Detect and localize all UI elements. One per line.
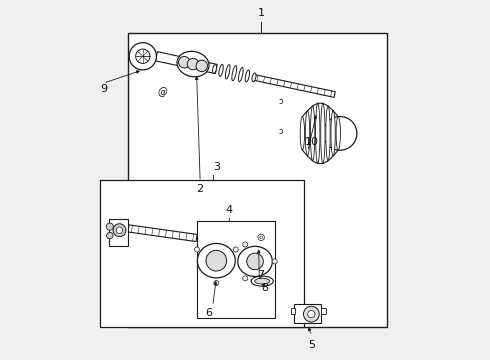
Bar	[128, 33, 387, 327]
Ellipse shape	[213, 64, 217, 73]
Circle shape	[243, 242, 248, 247]
Ellipse shape	[239, 67, 243, 82]
Ellipse shape	[177, 51, 209, 77]
Ellipse shape	[251, 276, 273, 286]
Circle shape	[272, 259, 277, 264]
Circle shape	[214, 280, 219, 285]
Ellipse shape	[300, 117, 304, 150]
Text: 8: 8	[261, 283, 269, 293]
Text: 2: 2	[196, 184, 204, 194]
Circle shape	[106, 223, 113, 230]
Circle shape	[113, 224, 126, 237]
Circle shape	[206, 250, 227, 271]
Bar	[100, 180, 304, 327]
Text: 3: 3	[213, 162, 220, 172]
Ellipse shape	[311, 106, 315, 161]
Text: 9: 9	[100, 84, 107, 94]
Ellipse shape	[326, 106, 330, 161]
Text: 6: 6	[206, 308, 213, 318]
Circle shape	[116, 227, 122, 233]
Circle shape	[107, 232, 113, 239]
Ellipse shape	[321, 103, 325, 163]
Circle shape	[196, 60, 207, 72]
Ellipse shape	[331, 111, 335, 156]
Circle shape	[178, 57, 190, 68]
Text: 10: 10	[304, 138, 319, 147]
Text: 1: 1	[258, 8, 265, 18]
Ellipse shape	[232, 66, 237, 81]
Circle shape	[303, 306, 319, 322]
Polygon shape	[155, 52, 217, 73]
Circle shape	[308, 311, 315, 318]
Ellipse shape	[197, 243, 235, 278]
Circle shape	[243, 276, 248, 281]
Polygon shape	[253, 75, 335, 97]
Polygon shape	[128, 225, 197, 242]
Text: @: @	[158, 87, 168, 97]
Bar	[294, 304, 321, 323]
Ellipse shape	[336, 117, 341, 150]
Text: ↄ: ↄ	[278, 96, 283, 105]
Circle shape	[187, 58, 199, 70]
Ellipse shape	[219, 64, 223, 76]
Ellipse shape	[305, 111, 310, 156]
Ellipse shape	[316, 103, 320, 163]
Ellipse shape	[245, 70, 249, 82]
Ellipse shape	[252, 73, 256, 82]
Text: 7: 7	[258, 270, 265, 280]
Text: ↄ: ↄ	[278, 127, 283, 136]
Ellipse shape	[225, 65, 230, 79]
Circle shape	[323, 117, 357, 150]
Text: 4: 4	[225, 206, 232, 216]
Bar	[109, 220, 128, 246]
Ellipse shape	[238, 246, 272, 276]
Text: 5: 5	[308, 340, 315, 350]
Bar	[196, 221, 275, 318]
Circle shape	[233, 247, 238, 252]
Circle shape	[129, 42, 156, 70]
Bar	[321, 308, 326, 314]
Ellipse shape	[255, 278, 270, 284]
Circle shape	[136, 49, 150, 63]
Circle shape	[195, 247, 199, 252]
Circle shape	[247, 253, 263, 270]
Bar	[291, 308, 295, 314]
